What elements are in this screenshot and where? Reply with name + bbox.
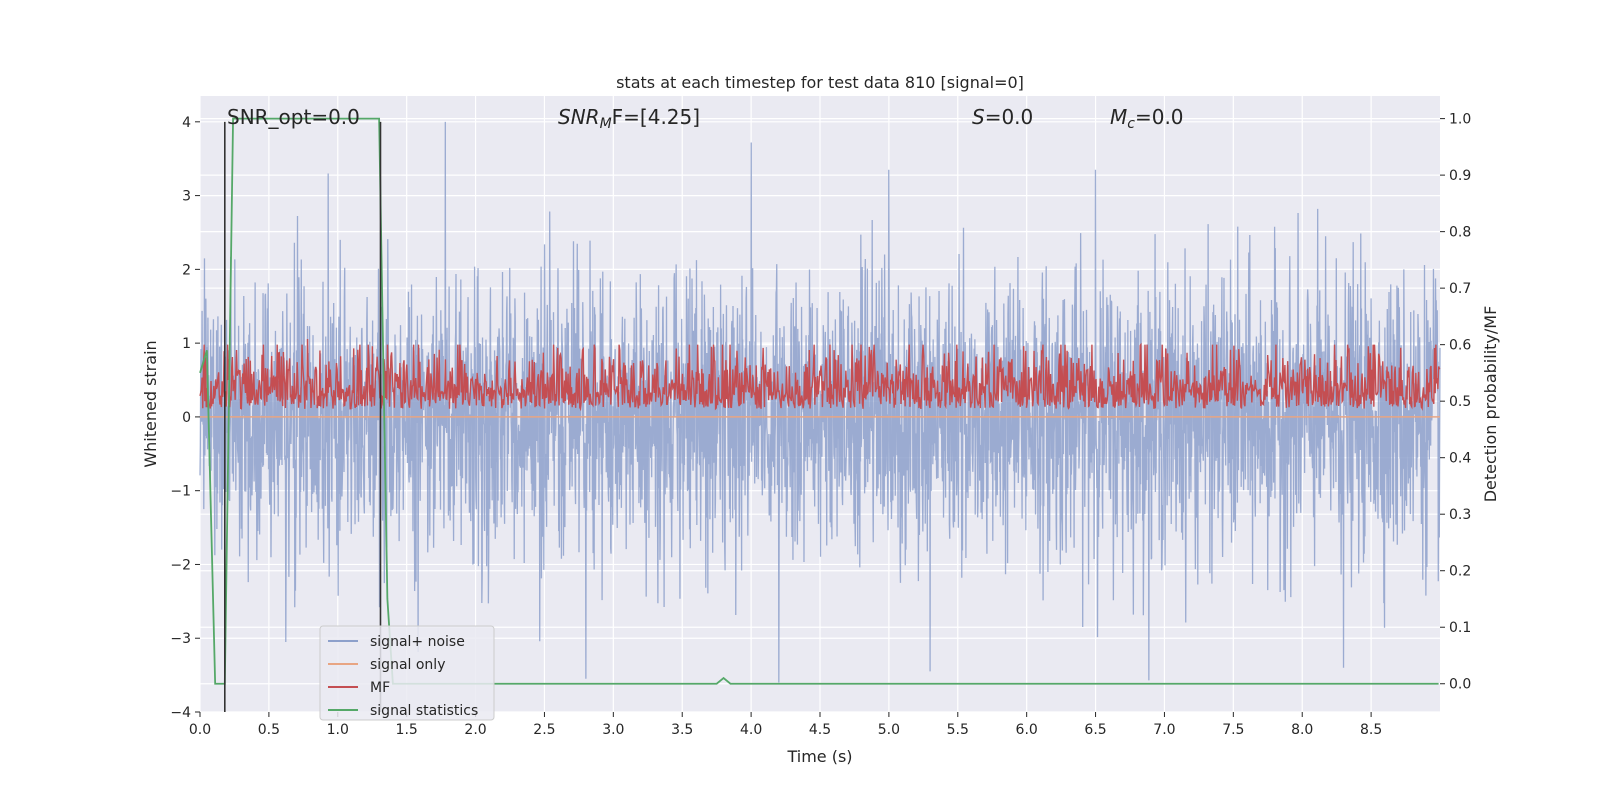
legend-box <box>319 625 495 721</box>
y-right-tick-label-5: 0.5 <box>1449 394 1471 410</box>
y-right-tick-label-9: 0.9 <box>1449 168 1471 184</box>
legend-label-0: signal+ noise <box>370 634 465 650</box>
x-tick-label-4: 2.0 <box>464 722 486 738</box>
legend-label-3: signal statistics <box>370 703 478 719</box>
annotation-snr-mf: SNRMF=[4.25] <box>558 105 700 132</box>
x-tick-label-9: 4.5 <box>809 722 831 738</box>
y-left-tick-label-4: 0 <box>182 410 191 426</box>
series-line-signal-statistics <box>199 117 1439 685</box>
x-axis: 0.0 0.5 1.0 1.5 2.0 2.5 3.0 3.5 4.0 4.5 5.0 5.5 6.0 6… <box>189 712 1382 738</box>
y-left-tick-label-0: −4 <box>170 705 191 721</box>
y-right-tick-label-7: 0.7 <box>1449 281 1471 297</box>
legend-label-1: signal only <box>370 657 445 673</box>
x-tick-label-15: 7.5 <box>1222 722 1244 738</box>
x-tick-label-11: 5.5 <box>947 722 969 738</box>
chart-title: stats at each timestep for test data 810… <box>616 73 1024 92</box>
y-axis-right-label: Detection probability/MF <box>1481 306 1500 503</box>
series-line-mf <box>199 338 1441 412</box>
annotation-mc: Mc=0.0 <box>1110 105 1184 132</box>
y-right-tick-label-10: 1.0 <box>1449 112 1471 128</box>
y-right-tick-label-3: 0.3 <box>1449 507 1471 523</box>
x-tick-label-13: 6.5 <box>1084 722 1106 738</box>
y-right-tick-label-1: 0.1 <box>1449 620 1471 636</box>
x-tick-label-7: 3.5 <box>671 722 693 738</box>
x-axis-label: Time (s) <box>786 747 852 766</box>
y-right-tick-label-6: 0.6 <box>1449 338 1471 354</box>
x-tick-label-8: 4.0 <box>740 722 762 738</box>
annotation-s: S=0.0 <box>972 105 1033 129</box>
annotation-mc-sub: c <box>1127 116 1135 132</box>
x-tick-label-6: 3.0 <box>602 722 624 738</box>
x-tick-label-16: 8.0 <box>1291 722 1313 738</box>
x-tick-label-3: 1.5 <box>396 722 418 738</box>
series-layer <box>199 117 1441 685</box>
y-axis-left-label: Whitened strain <box>141 340 160 467</box>
vertical-lines <box>224 121 382 712</box>
y-left-tick-label-2: −2 <box>170 557 191 573</box>
x-tick-label-1: 0.5 <box>258 722 280 738</box>
annotation-snr-opt: SNR_opt=0.0 <box>227 105 360 129</box>
y-axis-left: −4 −3 −2 −1 0 1 2 3 4 <box>170 115 200 721</box>
y-right-tick-label-0: 0.0 <box>1449 677 1471 693</box>
x-tick-label-17: 8.5 <box>1360 722 1382 738</box>
legend: signal+ noise signal only MF signal statist… <box>319 625 495 721</box>
y-right-tick-label-8: 0.8 <box>1449 225 1471 241</box>
annotation-snr-mf-rest: F=[4.25] <box>612 105 700 129</box>
y-left-tick-label-5: 1 <box>182 336 191 352</box>
x-tick-label-5: 2.5 <box>533 722 555 738</box>
x-tick-label-0: 0.0 <box>189 722 211 738</box>
annotation-snr-mf-sub: M <box>600 116 612 132</box>
x-tick-label-2: 1.0 <box>327 722 349 738</box>
annotation-snr-mf-base: SNR <box>558 105 600 129</box>
y-right-tick-label-4: 0.4 <box>1449 451 1471 467</box>
y-left-tick-label-7: 3 <box>182 189 191 205</box>
y-left-tick-label-8: 4 <box>182 115 191 131</box>
annotation-s-rest: =0.0 <box>985 105 1034 129</box>
y-axis-right: 0.0 0.1 0.2 0.3 0.4 0.5 0.6 0.7 0.8 0.9 1.0 <box>1440 112 1471 693</box>
x-tick-label-14: 7.0 <box>1153 722 1175 738</box>
annotation-s-base: S <box>972 105 985 129</box>
x-tick-label-10: 5.0 <box>878 722 900 738</box>
legend-label-2: MF <box>370 680 390 696</box>
annotation-mc-rest: =0.0 <box>1135 105 1184 129</box>
y-left-tick-label-6: 2 <box>182 262 191 278</box>
x-tick-label-12: 6.0 <box>1016 722 1038 738</box>
annotation-mc-base: M <box>1110 105 1127 129</box>
y-left-tick-label-3: −1 <box>170 484 191 500</box>
y-right-tick-label-2: 0.2 <box>1449 564 1471 580</box>
y-left-tick-label-1: −3 <box>170 631 191 647</box>
